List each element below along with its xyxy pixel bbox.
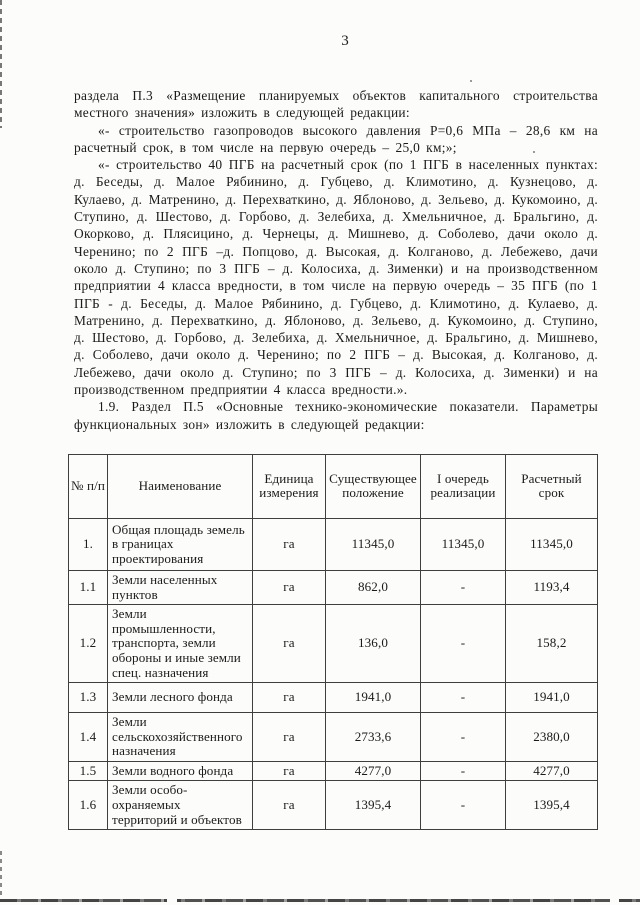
scan-speck [470, 80, 472, 82]
table-head: № п/п Наименование Единица измерения Сущест… [68, 453, 598, 519]
paragraph-pgb-construction: «- строительство 40 ПГБ на расчетный сро… [74, 157, 598, 398]
paragraph-section-1-9: 1.9. Раздел П.5 «Основные технико-эконом… [74, 399, 598, 432]
table-header-cell: Существующее положение [325, 453, 421, 519]
cell-name: Общая площадь земель в границах проектир… [107, 517, 253, 571]
table-row: 1.4 Земли сельскохозяйственного назначен… [68, 712, 598, 762]
cell-existing: 1941,0 [325, 682, 421, 714]
cell-unit: га [252, 569, 326, 606]
cell-unit: га [252, 760, 326, 782]
cell-existing: 11345,0 [325, 517, 421, 571]
scan-artifact-bottom-line-gap [167, 897, 177, 904]
cell-target-period: 4277,0 [505, 760, 598, 782]
cell-row-number: 1.4 [68, 712, 108, 762]
cell-name: Земли сельскохозяйственного назначения [107, 712, 253, 762]
cell-existing: 4277,0 [325, 760, 421, 782]
cell-first-stage: - [420, 569, 506, 606]
cell-name: Земли лесного фонда [107, 682, 253, 714]
cell-target-period: 2380,0 [505, 712, 598, 762]
cell-unit: га [252, 517, 326, 571]
scan-artifact-bottom-line [0, 899, 640, 902]
cell-unit: га [252, 604, 326, 684]
page-number: 3 [341, 33, 349, 49]
cell-first-stage: - [420, 712, 506, 762]
cell-row-number: 1.2 [68, 604, 108, 684]
table-row: 1. Общая площадь земель в границах проек… [68, 517, 598, 571]
cell-first-stage: - [420, 780, 506, 831]
scan-artifact-left-edge-top [0, 0, 2, 128]
cell-first-stage: 11345,0 [420, 517, 506, 571]
cell-row-number: 1.1 [68, 569, 108, 606]
table-header-cell: № п/п [68, 453, 108, 519]
cell-existing: 1395,4 [325, 780, 421, 831]
cell-target-period: 1395,4 [505, 780, 598, 831]
scan-artifact-bottom-line-gap [610, 897, 619, 904]
cell-unit: га [252, 780, 326, 831]
cell-name: Земли промышленности, транспорта, земли … [107, 604, 253, 684]
table-body: 1. Общая площадь земель в границах проек… [68, 517, 598, 831]
cell-row-number: 1.6 [68, 780, 108, 831]
cell-target-period: 11345,0 [505, 517, 598, 571]
cell-name: Земли особо-охраняемых территорий и объе… [107, 780, 253, 831]
table-header-cell: I очередь реализации [420, 453, 506, 519]
cell-name: Земли водного фонда [107, 760, 253, 782]
indicators-table: № п/п Наименование Единица измерения Сущест… [68, 453, 598, 831]
cell-first-stage: - [420, 682, 506, 714]
table-row: 1.1 Земли населенных пунктов га 862,0 - … [68, 569, 598, 606]
cell-unit: га [252, 682, 326, 714]
cell-first-stage: - [420, 760, 506, 782]
table-header-cell: Расчетный срок [505, 453, 598, 519]
cell-target-period: 158,2 [505, 604, 598, 684]
cell-unit: га [252, 712, 326, 762]
table-header-cell: Наименование [107, 453, 253, 519]
cell-target-period: 1941,0 [505, 682, 598, 714]
table-row: 1.5 Земли водного фонда га 4277,0 - 4277… [68, 760, 598, 782]
cell-existing: 2733,6 [325, 712, 421, 762]
cell-name: Земли населенных пунктов [107, 569, 253, 606]
cell-row-number: 1. [68, 517, 108, 571]
cell-row-number: 1.5 [68, 760, 108, 782]
paragraph-gas-pipelines: «- строительство газопроводов высокого д… [74, 122, 598, 155]
cell-existing: 862,0 [325, 569, 421, 606]
table-row: 1.6 Земли особо-охраняемых территорий и … [68, 780, 598, 831]
cell-target-period: 1193,4 [505, 569, 598, 606]
cell-row-number: 1.3 [68, 682, 108, 714]
table-row: 1.2 Земли промышленности, транспорта, зе… [68, 604, 598, 684]
document-body: раздела П.3 «Размещение планируемых объе… [68, 87, 598, 831]
table-header-row: № п/п Наименование Единица измерения Сущест… [68, 453, 598, 519]
cell-existing: 136,0 [325, 604, 421, 684]
scan-speck [533, 151, 535, 153]
table-header-cell: Единица измерения [252, 453, 326, 519]
scan-artifact-left-edge-bottom [0, 851, 2, 898]
table-row: 1.3 Земли лесного фонда га 1941,0 - 1941… [68, 682, 598, 714]
paragraph-section-p3: раздела П.3 «Размещение планируемых объе… [74, 88, 598, 121]
cell-first-stage: - [420, 604, 506, 684]
